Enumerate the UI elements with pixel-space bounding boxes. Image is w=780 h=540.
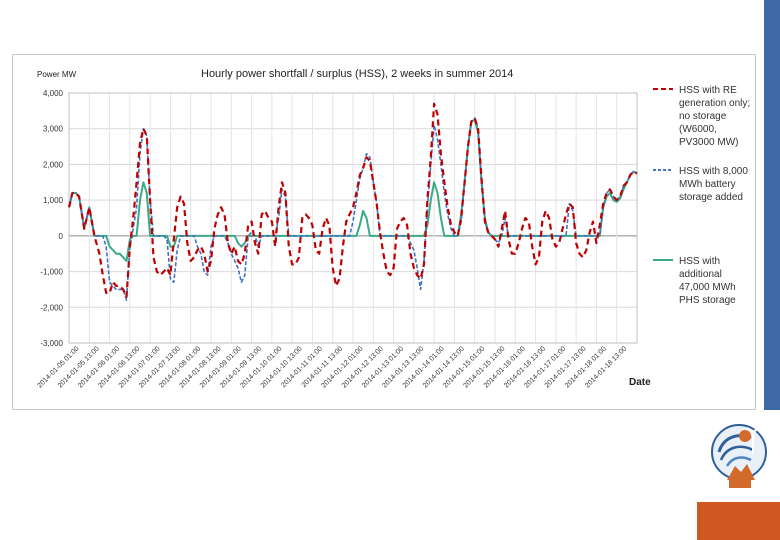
legend-label-1: PV3000 MW) <box>679 137 738 148</box>
y-axis-label: Power MW <box>37 70 77 79</box>
legend-label-2: HSS with 8,000 <box>679 166 748 177</box>
y-tick-label: 2,000 <box>43 160 64 169</box>
legend-label-1: generation only; <box>679 98 750 109</box>
y-tick-label: -3,000 <box>40 339 63 348</box>
hss-line-chart: 4,0003,0002,0001,0000-1,000-2,000-3,0002… <box>37 68 751 390</box>
y-tick-label: 1,000 <box>43 196 64 205</box>
ocean-wind-sun-logo-icon <box>711 424 767 488</box>
y-tick-label: -1,000 <box>40 268 63 277</box>
series-line-1 <box>67 102 638 298</box>
legend-label-2: MWh battery <box>679 179 736 190</box>
x-axis-label: Date <box>629 377 651 388</box>
legend: HSS with RE generation only; no storage (W6… <box>653 85 750 306</box>
slide-accent-block-orange <box>697 502 780 540</box>
y-tick-label: 4,000 <box>43 89 64 98</box>
slide-accent-bar-blue <box>764 0 780 410</box>
legend-label-3: HSS with <box>679 256 720 267</box>
chart-title: Hourly power shortfall / surplus (HSS), … <box>201 68 513 80</box>
series-lines <box>67 102 638 301</box>
plot-area-border <box>68 92 638 344</box>
y-tick-label: 3,000 <box>43 125 64 134</box>
legend-label-2: storage added <box>679 192 743 203</box>
legend-label-3: additional <box>679 269 722 280</box>
chart-panel: 4,000 3,000 2,000 1,000 0 -1,000 -2,000 -3,000 2… <box>12 54 756 410</box>
legend-label-1: HSS with RE <box>679 85 737 96</box>
y-tick-label: 0 <box>59 232 64 241</box>
legend-label-3: PHS storage <box>679 295 736 306</box>
legend-label-1: no storage <box>679 111 727 122</box>
series-line-2 <box>68 117 638 301</box>
y-tick-label: -2,000 <box>40 303 63 312</box>
legend-label-3: 47,000 MWh <box>679 282 736 293</box>
legend-label-1: (W6000, <box>679 124 717 135</box>
